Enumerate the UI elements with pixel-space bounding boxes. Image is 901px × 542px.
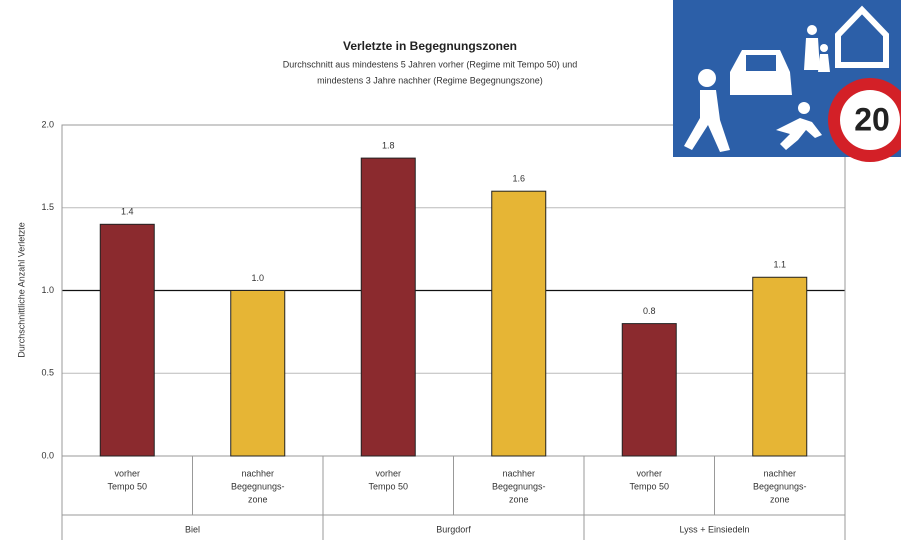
x-tick-label: vorher	[375, 468, 401, 478]
chart-subtitle: Durchschnitt aus mindestens 5 Jahren vor…	[283, 59, 577, 69]
bar	[753, 277, 807, 456]
bar	[492, 191, 546, 456]
data-label: 1.1	[773, 260, 786, 270]
x-tick-label: vorher	[114, 468, 140, 478]
x-tick-label: zone	[248, 494, 268, 504]
data-label: 1.6	[512, 174, 525, 184]
chart-subtitle: mindestens 3 Jahre nachher (Regime Begeg…	[317, 75, 543, 85]
bar	[622, 324, 676, 456]
data-label: 1.0	[251, 273, 264, 283]
traffic-sign: 20	[673, 0, 901, 162]
x-tick-label: zone	[509, 494, 529, 504]
group-label: Lyss + Einsiedeln	[680, 524, 750, 534]
bar	[100, 224, 154, 456]
adult-head	[807, 25, 817, 35]
y-tick-label: 2.0	[41, 119, 54, 129]
chart-title: Verletzte in Begegnungszonen	[343, 39, 517, 53]
data-label: 0.8	[643, 306, 656, 316]
adult	[804, 38, 820, 70]
y-axis-label: Durchschnittliche Anzahl Verletzte	[16, 222, 26, 358]
bar	[361, 158, 415, 456]
speed-sign-text: 20	[854, 101, 890, 137]
pedestrian-head	[698, 69, 716, 87]
x-tick-label: Begegnungs-	[492, 481, 546, 491]
car-window	[746, 55, 776, 71]
x-tick-label: vorher	[636, 468, 662, 478]
x-tick-label: Begegnungs-	[753, 481, 807, 491]
x-tick-label: Tempo 50	[629, 481, 669, 491]
x-tick-label: nachher	[763, 468, 796, 478]
x-tick-label: Tempo 50	[368, 481, 408, 491]
data-label: 1.4	[121, 207, 134, 217]
x-tick-label: zone	[770, 494, 790, 504]
y-tick-label: 0.5	[41, 368, 54, 378]
runner-head	[798, 102, 810, 114]
data-label: 1.8	[382, 140, 395, 150]
bar	[231, 291, 285, 457]
y-tick-label: 1.5	[41, 202, 54, 212]
y-tick-label: 0.0	[41, 450, 54, 460]
child-head	[820, 44, 828, 52]
x-tick-label: nachher	[502, 468, 535, 478]
x-tick-label: Tempo 50	[107, 481, 147, 491]
child	[818, 54, 830, 72]
x-tick-label: Begegnungs-	[231, 481, 285, 491]
group-label: Burgdorf	[436, 524, 471, 534]
y-tick-label: 1.0	[41, 285, 54, 295]
group-label: Biel	[185, 524, 200, 534]
x-tick-label: nachher	[241, 468, 274, 478]
chart: Verletzte in Begegnungszonen Durchschnit…	[0, 0, 901, 542]
page: Verletzte in Begegnungszonen Durchschnit…	[0, 0, 901, 542]
